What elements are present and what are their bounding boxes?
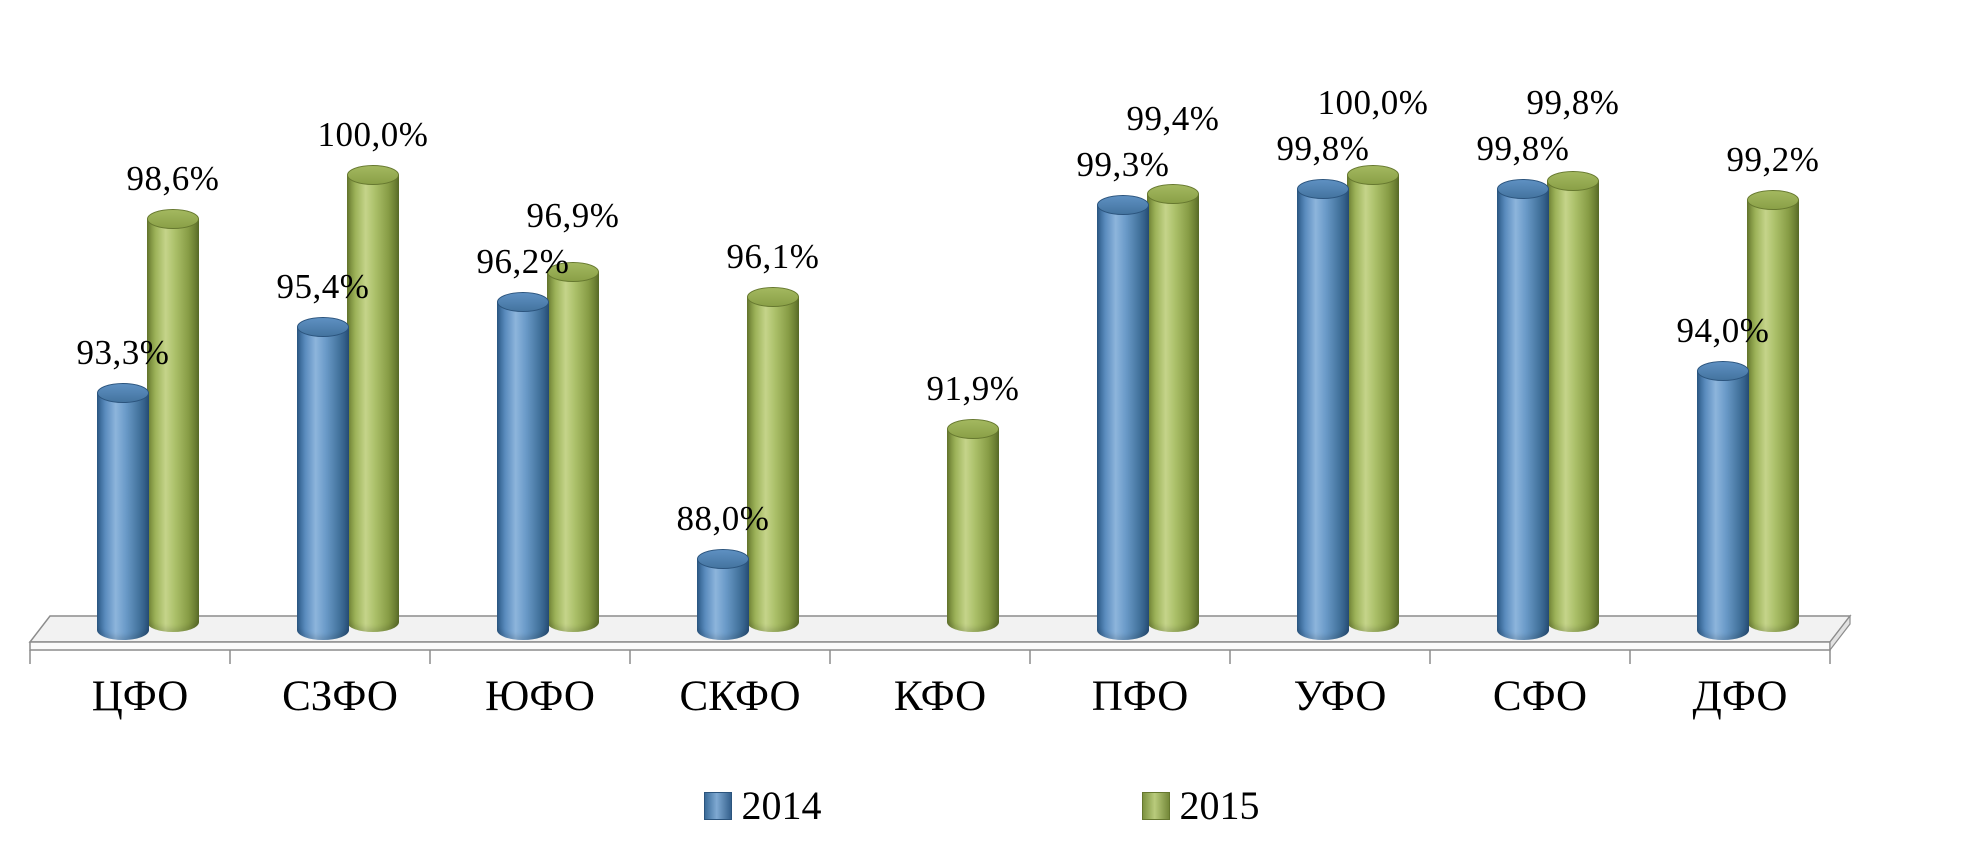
bar-top-cap: [297, 317, 349, 337]
bar-body: [1747, 200, 1799, 632]
data-label-2015-ПФО: 99,4%: [1126, 99, 1220, 138]
bar-2015-СКФО: [747, 287, 799, 632]
bar-body: [547, 272, 599, 632]
bar-top-cap: [1097, 195, 1149, 215]
data-label-2015-КФО: 91,9%: [926, 369, 1020, 408]
x-axis-label-СФО: СФО: [1492, 673, 1588, 720]
x-axis-label-СЗФО: СЗФО: [282, 673, 398, 720]
bar-2014-ЦФО: [97, 383, 149, 640]
data-label-2014-ЦФО: 93,3%: [76, 333, 170, 372]
bar-2014-ЮФО: [497, 292, 549, 640]
x-axis-label-УФО: УФО: [1293, 673, 1387, 720]
bar-top-cap: [97, 383, 149, 403]
bar-top-cap: [1497, 179, 1549, 199]
bar-2014-СФО: [1497, 179, 1549, 640]
x-axis-label-КФО: КФО: [893, 673, 987, 720]
legend-label-2015: 2015: [1179, 783, 1260, 828]
data-label-2015-УФО: 100,0%: [1317, 83, 1429, 122]
bar-body: [497, 302, 549, 640]
bar-body: [1097, 205, 1149, 640]
x-axis-label-СКФО: СКФО: [679, 673, 801, 720]
bar-2015-ДФО: [1747, 190, 1799, 632]
bar-2015-КФО: [947, 419, 999, 632]
bar-top-cap: [1297, 179, 1349, 199]
bar-2014-ПФО: [1097, 195, 1149, 640]
data-label-2014-СЗФО: 95,4%: [276, 267, 370, 306]
bar-body: [1547, 181, 1599, 632]
bar-top-cap: [1147, 184, 1199, 204]
bar-2014-СЗФО: [297, 317, 349, 640]
bar-body: [747, 297, 799, 632]
bar-body: [1297, 189, 1349, 640]
bar-2015-УФО: [1347, 165, 1399, 632]
bar-top-cap: [547, 262, 599, 282]
data-label-2015-ЦФО: 98,6%: [126, 159, 220, 198]
bar-top-cap: [1697, 361, 1749, 381]
floor-front-face: [29, 641, 1831, 651]
legend-item-2015: 2015: [1141, 782, 1260, 829]
data-label-2014-СФО: 99,8%: [1476, 129, 1570, 168]
bar-2014-СКФО: [697, 549, 749, 640]
bar-2015-ПФО: [1147, 184, 1199, 632]
bar-2014-ДФО: [1697, 361, 1749, 640]
bar-body: [1697, 371, 1749, 640]
bar-body: [297, 327, 349, 640]
bar-top-cap: [747, 287, 799, 307]
data-label-2015-СКФО: 96,1%: [726, 237, 820, 276]
legend: 2014 2015: [0, 782, 1963, 829]
bar-body: [947, 429, 999, 632]
bar-top-cap: [1347, 165, 1399, 185]
data-label-2014-СКФО: 88,0%: [676, 499, 770, 538]
data-label-2014-УФО: 99,8%: [1276, 129, 1370, 168]
bar-top-cap: [947, 419, 999, 439]
data-label-2015-ЮФО: 96,9%: [526, 196, 620, 235]
bar-body: [1347, 175, 1399, 632]
bar-2015-СЗФО: [347, 165, 399, 632]
data-label-2015-СФО: 99,8%: [1526, 83, 1620, 122]
data-label-2014-ПФО: 99,3%: [1076, 145, 1170, 184]
bar-2015-СФО: [1547, 171, 1599, 632]
legend-swatch-2015-icon: [1141, 791, 1170, 820]
bar-top-cap: [347, 165, 399, 185]
legend-item-2014: 2014: [703, 782, 822, 829]
x-axis-label-ЮФО: ЮФО: [485, 673, 595, 720]
x-axis-label-ЦФО: ЦФО: [91, 673, 189, 720]
bar-body: [97, 393, 149, 640]
x-axis-ticks: [29, 650, 1831, 664]
bar-2015-ЦФО: [147, 209, 199, 632]
legend-swatch-2014-icon: [703, 791, 732, 820]
x-axis-label-ПФО: ПФО: [1091, 673, 1189, 720]
bar-body: [1147, 194, 1199, 632]
bar-top-cap: [1547, 171, 1599, 191]
bar-2015-ЮФО: [547, 262, 599, 632]
bar-body: [347, 175, 399, 632]
bar-body: [697, 559, 749, 640]
bar-top-cap: [147, 209, 199, 229]
bar-top-cap: [497, 292, 549, 312]
bar-body: [147, 219, 199, 632]
data-label-2015-СЗФО: 100,0%: [317, 115, 429, 154]
data-label-2015-ДФО: 99,2%: [1726, 140, 1820, 179]
bar-body: [1497, 189, 1549, 640]
x-axis-label-ДФО: ДФО: [1692, 673, 1788, 720]
legend-label-2014: 2014: [741, 783, 822, 828]
data-label-2014-ДФО: 94,0%: [1676, 311, 1770, 350]
bar-2014-УФО: [1297, 179, 1349, 640]
data-label-2014-ЮФО: 96,2%: [476, 242, 570, 281]
bar-top-cap: [697, 549, 749, 569]
bar-top-cap: [1747, 190, 1799, 210]
